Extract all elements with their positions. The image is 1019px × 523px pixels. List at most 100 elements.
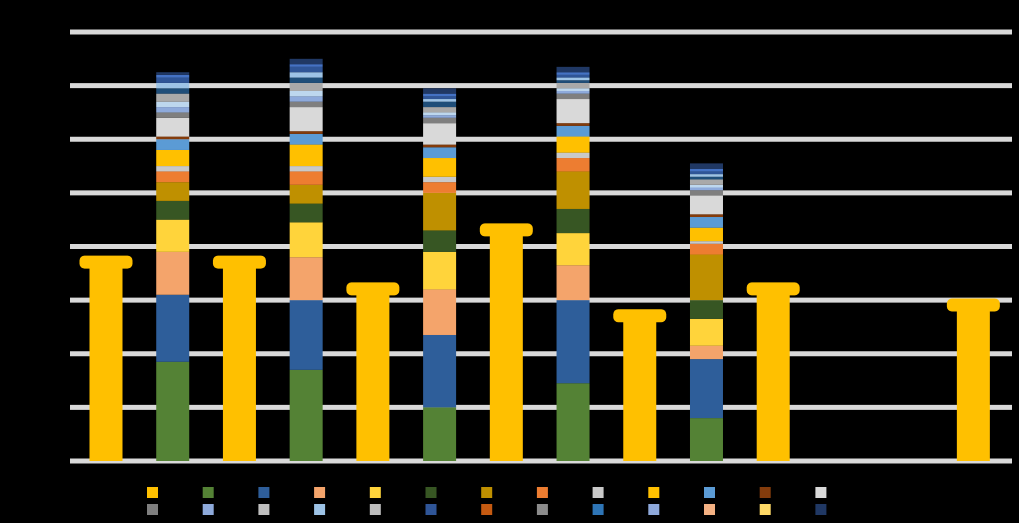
bar-segment [556, 233, 590, 266]
bar-segment [689, 176, 723, 180]
legend-swatch [314, 487, 326, 498]
bar-segment [289, 166, 323, 172]
bar-segment [289, 184, 323, 204]
bar-segment [556, 171, 590, 209]
bar-segment [289, 64, 323, 67]
bar-segment [289, 90, 323, 97]
legend-swatch [202, 504, 214, 515]
bar-segment [423, 115, 457, 118]
bar-segment [289, 257, 323, 301]
data-label-box [79, 255, 133, 269]
bar-segment [423, 192, 457, 231]
legend-swatch [258, 487, 270, 498]
bars [79, 58, 1000, 461]
data-label-box [746, 282, 800, 296]
bar-segment [156, 88, 190, 94]
bar-segment [156, 149, 190, 167]
bar-segment [556, 158, 590, 172]
bar-segment [689, 359, 723, 419]
data-label-box [479, 223, 533, 237]
legend-swatch [759, 487, 771, 498]
bar-segment [156, 361, 190, 461]
bar-segment [156, 171, 190, 183]
legend-swatch [202, 487, 214, 498]
bar-segment [689, 190, 723, 196]
legend-swatch [759, 504, 771, 515]
bar-segment [689, 163, 723, 169]
bar-segment [156, 93, 190, 102]
bar [89, 262, 123, 461]
bar-segment [556, 152, 590, 159]
legend-swatch [815, 504, 827, 515]
gridlines [70, 29, 1012, 464]
legend-swatch [704, 504, 715, 515]
legend-swatch [481, 487, 493, 498]
bar-segment [289, 58, 323, 65]
bar-segment [556, 72, 590, 75]
bar-segment [423, 117, 457, 124]
bar-segment [556, 136, 590, 153]
bar-segment [423, 112, 457, 116]
bar-segment [289, 72, 323, 78]
bar-segment [423, 407, 457, 461]
legend-swatch [369, 487, 381, 498]
legend [147, 487, 827, 515]
bar-segment [423, 230, 457, 252]
data-label-box [613, 309, 667, 323]
bar-segment [289, 171, 323, 185]
bar-segment [556, 74, 590, 78]
bar-segment [156, 182, 190, 201]
bar [489, 230, 523, 461]
bar-segment [156, 107, 190, 113]
legend-swatch [425, 487, 437, 498]
bar-segment [289, 203, 323, 223]
bar-segment [689, 168, 723, 172]
bar-segment [556, 99, 590, 124]
bar-segment [289, 300, 323, 370]
data-label-box [946, 298, 1000, 312]
bar [356, 289, 390, 461]
bar-segment [423, 182, 457, 193]
bar-segment [689, 254, 723, 301]
bar-segment [289, 77, 323, 83]
bar-segment [156, 136, 190, 140]
bar-segment [423, 289, 457, 335]
bar-segment [689, 214, 723, 218]
bar-segment [556, 123, 590, 126]
bar-segment [689, 184, 723, 188]
bar-segment [556, 265, 590, 301]
bar-segment [289, 369, 323, 461]
bar-segment [289, 96, 323, 102]
bar-segment [689, 300, 723, 319]
bar-segment [556, 383, 590, 461]
legend-swatch [481, 504, 493, 515]
bar-segment [689, 418, 723, 461]
bar-segment [423, 96, 457, 100]
bar-segment [289, 107, 323, 132]
bar-segment [689, 179, 723, 185]
bar-segment [156, 77, 190, 83]
bar-segment [556, 80, 590, 83]
bar-segment [423, 123, 457, 145]
bar-segment [556, 90, 590, 94]
bar-segment [423, 251, 457, 290]
legend-swatch [314, 504, 326, 515]
bar-segment [689, 243, 723, 255]
bar-segment [556, 66, 590, 73]
bar-segment [556, 77, 590, 81]
data-label-box [346, 282, 400, 296]
bar-segment [556, 88, 590, 91]
legend-swatch [536, 504, 548, 515]
data-label-box [212, 255, 266, 269]
bar-segment [689, 217, 723, 228]
bar-segment [156, 101, 190, 108]
bar [623, 316, 657, 461]
legend-swatch [147, 504, 158, 515]
bar-segment [289, 66, 323, 73]
bar-segment [289, 131, 323, 134]
bar-segment [156, 166, 190, 172]
bar-segment [289, 101, 323, 108]
bar [956, 305, 990, 461]
legend-swatch [592, 504, 604, 515]
